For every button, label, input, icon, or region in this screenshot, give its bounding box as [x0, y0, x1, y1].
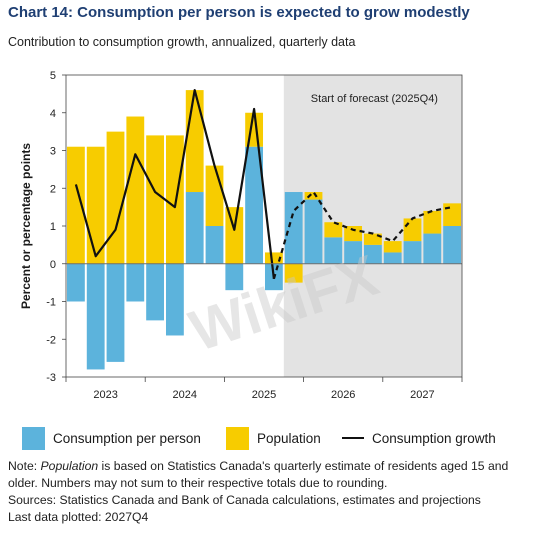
x-tick-label: 2023	[93, 389, 117, 401]
population-bar	[205, 165, 224, 226]
population-bars	[66, 90, 462, 283]
population-bar	[284, 263, 303, 283]
population-bar	[185, 90, 204, 193]
y-tick-label: -3	[46, 372, 56, 384]
population-bar	[344, 226, 363, 242]
population-bar	[443, 203, 462, 226]
population-bar	[403, 218, 422, 242]
consumption-per-person-bar	[126, 263, 145, 302]
population-bar	[126, 116, 145, 264]
last-data-text: Last data plotted: 2027Q4	[8, 510, 149, 524]
consumption-per-person-bar	[443, 226, 462, 264]
forecast-label: Start of forecast (2025Q4)	[311, 93, 438, 105]
y-tick-label: 3	[50, 146, 56, 158]
consumption-per-person-bar	[324, 237, 343, 264]
legend-label-consumption-growth: Consumption growth	[372, 430, 496, 446]
axes: -3 -2 -1 0 1 2 3 4 5 2023 2024 2025 2026 2027	[46, 70, 463, 401]
y-tick-label: -2	[46, 334, 56, 346]
legend-item-population: Population	[226, 426, 321, 450]
x-tick-label: 2027	[410, 389, 434, 401]
consumption-per-person-bar	[205, 226, 224, 264]
consumption-per-person-bar	[185, 192, 204, 264]
consumption-growth-forecast-line	[272, 190, 453, 280]
chart-title: Chart 14: Consumption per person is expe…	[8, 4, 470, 21]
note-prefix: Note:	[8, 459, 41, 473]
population-bar	[146, 135, 165, 264]
consumption-per-person-bar	[284, 192, 303, 264]
y-tick-label: 5	[50, 70, 56, 82]
consumption-per-person-bar	[245, 146, 264, 264]
population-bar	[383, 241, 402, 253]
consumption-per-person-bar	[403, 241, 422, 264]
note-rest: is based on Statistics Canada's quarterl…	[8, 459, 509, 490]
population-bar	[264, 252, 283, 264]
legend-label-consumption-per-person: Consumption per person	[53, 430, 201, 446]
x-tick-label: 2025	[252, 389, 276, 401]
chart-subtitle: Contribution to consumption growth, annu…	[8, 35, 356, 49]
population-bar	[225, 207, 244, 264]
legend: Consumption per person Population Consum…	[22, 426, 532, 450]
sources-text: Sources: Statistics Canada and Bank of C…	[8, 493, 481, 507]
population-bar	[363, 233, 382, 245]
consumption-per-person-bar	[66, 263, 85, 302]
chart-plot: Start of forecast (2025Q4) -3 -2 -1 0 1 2 3 4 5 2…	[19, 70, 463, 401]
consumption-per-person-bar	[383, 252, 402, 264]
population-bar	[165, 135, 184, 264]
y-tick-label: 2	[50, 183, 56, 195]
consumption-per-person-bars	[66, 146, 462, 370]
consumption-per-person-bar	[304, 199, 323, 264]
x-tick-label: 2024	[173, 389, 197, 401]
legend-item-consumption-per-person: Consumption per person	[22, 426, 201, 450]
legend-item-consumption-growth: Consumption growth	[342, 426, 496, 450]
consumption-per-person-bar	[86, 263, 105, 370]
consumption-per-person-bar	[146, 263, 165, 321]
population-bar	[423, 210, 442, 234]
population-bar	[106, 131, 125, 264]
consumption-per-person-swatch	[22, 426, 45, 450]
population-swatch	[226, 426, 249, 450]
population-bar	[304, 192, 323, 200]
x-tick-label: 2026	[331, 389, 355, 401]
y-tick-label: 0	[50, 259, 56, 271]
y-tick-label: 4	[50, 108, 56, 120]
y-axis-label: Percent or percentage points	[19, 143, 33, 309]
consumption-growth-line-group	[74, 89, 453, 280]
population-bar	[66, 146, 85, 264]
legend-label-population: Population	[257, 430, 321, 446]
note-italic: Population	[40, 459, 99, 473]
consumption-growth-swatch	[342, 437, 364, 439]
population-bar	[324, 222, 343, 238]
consumption-per-person-bar	[363, 244, 382, 264]
consumption-per-person-bar	[423, 233, 442, 264]
notes: Note: Population is based on Statistics …	[8, 458, 532, 526]
consumption-per-person-bar	[225, 263, 244, 291]
consumption-per-person-bar	[165, 263, 184, 336]
note-text: Note: Population is based on Statistics …	[8, 458, 532, 492]
y-tick-label: 1	[50, 221, 56, 233]
y-tick-label: -1	[46, 297, 56, 309]
consumption-per-person-bar	[344, 241, 363, 264]
consumption-per-person-bar	[106, 263, 125, 362]
population-bar	[86, 146, 105, 264]
